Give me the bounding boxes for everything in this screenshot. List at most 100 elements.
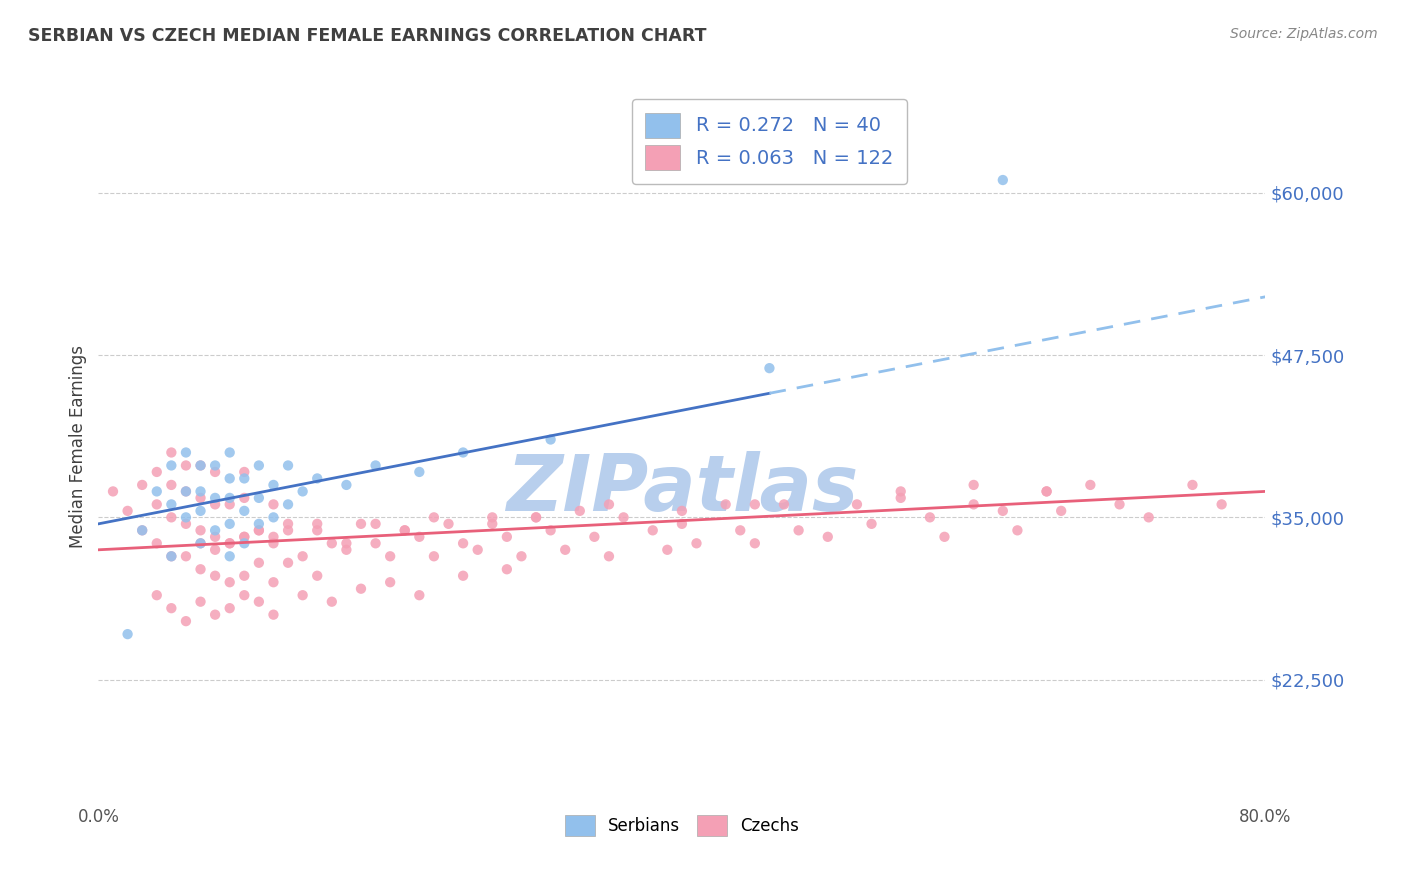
Point (394, 524, 416, 538)
Point (1080, 478, 1102, 492)
Point (218, 491, 240, 505)
Point (190, 595, 212, 609)
Point (568, 504, 591, 518)
Point (364, 536, 387, 550)
Point (262, 478, 284, 492)
Point (307, 568, 329, 582)
Point (218, 471, 240, 485)
Point (714, 497, 737, 511)
Point (218, 445, 240, 459)
Point (160, 478, 183, 492)
Point (641, 524, 664, 538)
Point (146, 465, 169, 479)
Point (131, 478, 153, 492)
Point (335, 536, 357, 550)
Point (524, 510, 547, 524)
Point (146, 484, 169, 499)
Point (583, 530, 606, 544)
Point (451, 536, 474, 550)
Point (481, 510, 503, 524)
Point (262, 607, 284, 622)
Point (291, 588, 314, 602)
Point (335, 478, 357, 492)
Point (174, 516, 197, 531)
Point (174, 510, 197, 524)
Point (408, 465, 430, 479)
Point (860, 516, 883, 531)
Point (204, 530, 226, 544)
Legend: Serbians, Czechs: Serbians, Czechs (557, 806, 807, 845)
Point (962, 497, 984, 511)
Point (291, 549, 314, 564)
Point (247, 458, 270, 473)
Point (307, 516, 329, 531)
Point (233, 471, 256, 485)
Point (451, 568, 474, 582)
Point (671, 504, 693, 518)
Point (190, 562, 212, 576)
Point (204, 542, 226, 557)
Point (291, 484, 314, 499)
Point (190, 458, 212, 473)
Point (962, 478, 984, 492)
Point (204, 497, 226, 511)
Point (247, 556, 270, 570)
Point (218, 497, 240, 511)
Point (350, 516, 373, 531)
Point (277, 556, 299, 570)
Point (685, 536, 707, 550)
Point (174, 549, 197, 564)
Point (174, 484, 197, 499)
Point (146, 497, 169, 511)
Point (174, 458, 197, 473)
Point (510, 549, 533, 564)
Point (540, 433, 562, 447)
Point (233, 530, 256, 544)
Point (218, 536, 240, 550)
Point (598, 497, 620, 511)
Point (204, 465, 226, 479)
Point (380, 549, 402, 564)
Point (1108, 497, 1130, 511)
Point (160, 549, 183, 564)
Point (657, 542, 679, 557)
Point (233, 588, 256, 602)
Point (1137, 510, 1160, 524)
Point (730, 524, 752, 538)
Point (160, 601, 183, 615)
Point (307, 471, 329, 485)
Point (671, 516, 693, 531)
Point (787, 524, 810, 538)
Point (131, 524, 153, 538)
Point (773, 497, 796, 511)
Point (758, 361, 780, 376)
Point (190, 484, 212, 499)
Point (204, 524, 226, 538)
Point (204, 568, 226, 582)
Point (233, 504, 256, 518)
Point (190, 491, 212, 505)
Point (408, 530, 430, 544)
Point (174, 484, 197, 499)
Point (190, 536, 212, 550)
Point (218, 601, 240, 615)
Point (160, 445, 183, 459)
Point (218, 549, 240, 564)
Point (160, 458, 183, 473)
Point (307, 524, 329, 538)
Point (437, 516, 460, 531)
Point (277, 458, 299, 473)
Point (190, 504, 212, 518)
Point (496, 530, 519, 544)
Point (890, 484, 912, 499)
Point (991, 504, 1014, 518)
Point (817, 530, 839, 544)
Point (218, 516, 240, 531)
Point (247, 524, 270, 538)
Point (262, 510, 284, 524)
Point (540, 524, 562, 538)
Point (1181, 478, 1204, 492)
Point (190, 536, 212, 550)
Point (423, 549, 446, 564)
Point (277, 516, 299, 531)
